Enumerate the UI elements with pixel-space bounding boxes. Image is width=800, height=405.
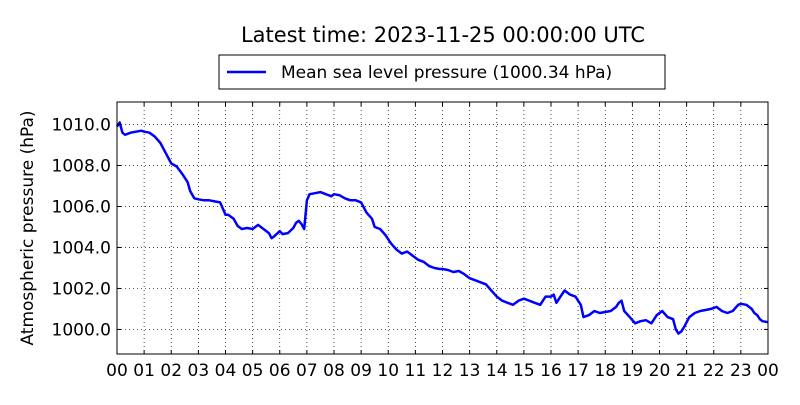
- legend-entry: Mean sea level pressure (1000.34 hPa): [281, 63, 612, 83]
- x-tick-label: 07: [296, 361, 318, 381]
- x-tick-label: 21: [676, 361, 698, 381]
- plot-frame: [116, 101, 769, 355]
- x-tick-label: 00: [106, 361, 128, 381]
- x-tick-label: 11: [405, 361, 427, 381]
- x-tick-label: 22: [703, 361, 725, 381]
- x-tick-label: 17: [567, 361, 589, 381]
- x-tick-label: 15: [513, 361, 535, 381]
- x-tick-label: 13: [459, 361, 481, 381]
- x-tick-label: 20: [649, 361, 671, 381]
- x-tick-label: 03: [188, 361, 210, 381]
- x-tick-label: 02: [160, 361, 182, 381]
- x-tick-label: 00: [757, 361, 779, 381]
- y-tick-label: 1008.0: [52, 157, 111, 177]
- y-tick-label: 1000.0: [52, 320, 111, 340]
- x-tick-label: 04: [215, 361, 237, 381]
- legend-box: [218, 54, 666, 90]
- x-tick-label: 06: [269, 361, 291, 381]
- x-tick-label: 10: [377, 361, 399, 381]
- x-tick-label: 01: [133, 361, 155, 381]
- ticks: 00 01 02 03 04 05 06 07 08 09 10 11 12 13 14 15 16 17 18 19…: [52, 102, 779, 381]
- y-tick-label: 1002.0: [52, 279, 111, 299]
- y-tick-label: 1010.0: [52, 116, 111, 136]
- grid-lines: [117, 102, 768, 354]
- x-tick-label: 16: [540, 361, 562, 381]
- series-line: [115, 121, 769, 335]
- x-tick-label: 18: [594, 361, 616, 381]
- x-tick-label: 08: [323, 361, 345, 381]
- y-tick-label: 1004.0: [52, 238, 111, 258]
- x-tick-label: 23: [730, 361, 752, 381]
- y-axis-label: Atmospheric pressure (hPa): [18, 110, 38, 345]
- x-tick-label: 09: [350, 361, 372, 381]
- y-tick-label: 1006.0: [52, 197, 111, 217]
- legend: Mean sea level pressure (1000.34 hPa): [218, 54, 666, 90]
- chart-title: Latest time: 2023-11-25 00:00:00 UTC: [241, 23, 645, 47]
- x-tick-label: 14: [486, 361, 508, 381]
- series-layer: [115, 121, 769, 335]
- x-tick-label: 12: [432, 361, 454, 381]
- x-tick-label: 05: [242, 361, 264, 381]
- x-tick-label: 19: [622, 361, 644, 381]
